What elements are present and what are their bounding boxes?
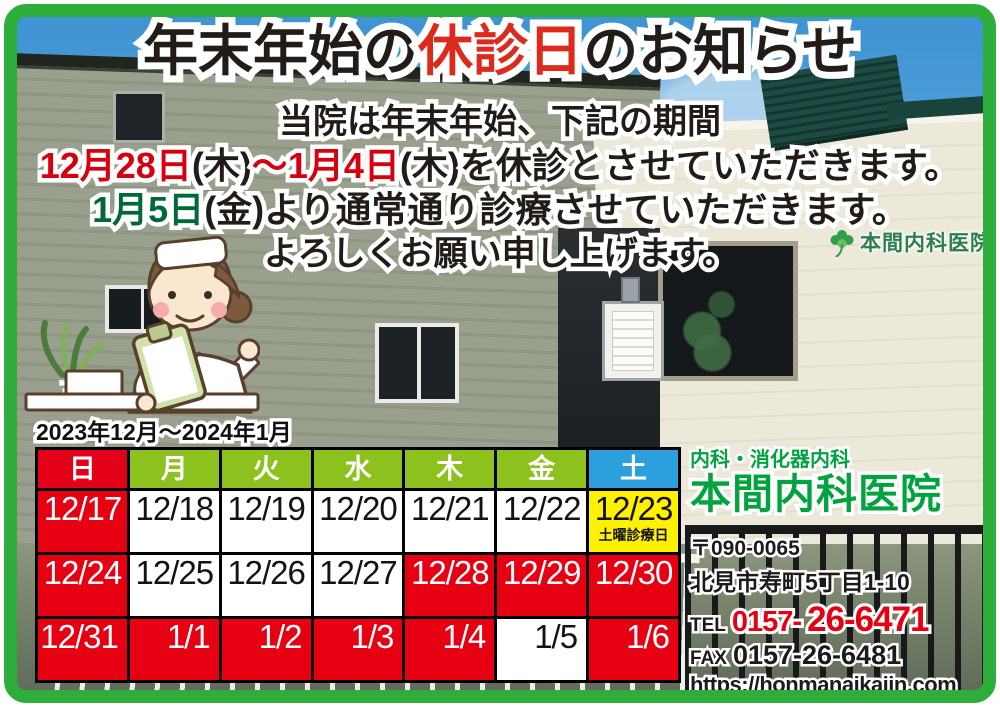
calendar-cell: 12/25 (126, 552, 222, 619)
weekday-header-weekday: 金 (494, 447, 590, 491)
calendar-date: 12/29 (502, 554, 582, 591)
notice-line1: 当院は年末年始、下記の期間 (0, 100, 1000, 144)
calendar-cell: 12/18 (126, 488, 222, 555)
building-sign-text: 本間内科医院 (860, 232, 992, 255)
clinic-fax-row: FAX 0157-26-6481 (690, 640, 990, 671)
title-part1: 年末年始の (143, 20, 418, 84)
weekday-header-saturday: 土 (586, 447, 681, 491)
calendar-cell: 1/6 (586, 616, 681, 683)
calendar-date: 1/4 (442, 618, 486, 655)
calendar-cell: 12/24 (35, 552, 130, 619)
calendar-weekday-row: 日月火水木金土 (35, 447, 681, 491)
calendar-cell: 1/5 (494, 616, 590, 683)
calendar-cell: 1/2 (218, 616, 314, 683)
tel-label: TEL (690, 615, 726, 637)
calendar-date: 12/20 (319, 490, 398, 527)
building-window (113, 91, 165, 143)
calendar-note: 土曜診療日 (598, 526, 669, 543)
calendar-date: 12/21 (411, 490, 490, 527)
tel-number: 26-6471 (807, 600, 929, 640)
calendar-cell: 12/21 (402, 488, 498, 555)
calendar-date: 1/5 (534, 618, 578, 655)
calendar-cell: 12/31 (35, 616, 130, 683)
nurse-illustration (24, 235, 260, 414)
weekday-header-weekday: 月 (126, 447, 222, 491)
calendar-date: 12/18 (135, 490, 214, 527)
calendar-cell: 12/26 (218, 552, 314, 619)
calendar-date: 1/6 (626, 618, 670, 655)
calendar-cell: 12/27 (310, 552, 406, 619)
weekday-header-weekday: 木 (402, 447, 498, 491)
calendar-date: 12/17 (43, 490, 123, 527)
notice-line2: 12月28日(木)～1月4日(木)を休診とさせていただきます。 (0, 144, 1000, 188)
weekday-header-weekday: 水 (310, 447, 406, 491)
calendar-cell: 12/23 土曜診療日 (586, 488, 681, 555)
title-part2: のお知らせ (583, 20, 857, 84)
calendar-body: 12/17 12/18 12/19 12/20 12/21 12/22 12/23 土曜診療日… (35, 488, 681, 683)
calendar-date: 1/3 (350, 618, 395, 655)
fax-label: FAX (690, 648, 727, 670)
calendar-date: 12/30 (594, 554, 674, 591)
holiday-calendar: 日月火水木金土 12/17 12/18 12/19 12/20 12/21 12/22 12… (35, 447, 681, 683)
calendar-cell: 12/28 (402, 552, 498, 619)
calendar-week-row: 12/17 12/18 12/19 12/20 12/21 12/22 12/23 土曜診療日 (35, 488, 681, 555)
notice-line4: よろしくお願い申し上げます。 (0, 232, 1000, 276)
calendar-date: 12/24 (43, 554, 123, 591)
calendar-cell: 1/3 (310, 616, 406, 683)
clinic-postal-code: 〒090-0065 (690, 532, 990, 562)
building-sign: 本間内科医院 (830, 227, 992, 257)
calendar-date: 12/28 (411, 554, 490, 591)
title-highlight: 休診日 (418, 20, 583, 84)
clinic-name: 本間内科医院 (690, 471, 942, 518)
calendar-date: 12/27 (319, 554, 398, 591)
calendar-cell: 12/30 (586, 552, 681, 619)
calendar-date: 1/2 (258, 618, 303, 655)
calendar-cell: 1/1 (126, 616, 222, 683)
calendar-date: 12/31 (40, 618, 119, 655)
calendar-cell: 12/20 (310, 488, 406, 555)
calendar-cell: 12/17 (35, 488, 130, 555)
building-window (375, 323, 459, 403)
calendar-date: 12/26 (227, 554, 306, 591)
calendar-date: 12/23 (594, 490, 674, 527)
page-title: 年末年始の休診日のお知らせ (0, 20, 1000, 84)
notice-board (602, 301, 664, 381)
wall-lamp (621, 277, 640, 303)
calendar-cell: 12/19 (218, 488, 314, 555)
notice-line3: 1月5日(金)より通常通り診療させていただきます。 (0, 188, 1000, 232)
clipboard (131, 320, 207, 413)
clinic-address: 北見市寿町5丁目1-10 (690, 563, 990, 597)
nurse-hand (135, 392, 157, 414)
clinic-department: 内科・消化器内科 (690, 443, 850, 472)
calendar-period-label: 2023年12月～2024年1月 (36, 413, 292, 447)
clinic-tel-row: TEL 0157- 26-6471 (690, 600, 990, 640)
clinic-website: https://honmanaikaiin.com (690, 672, 990, 698)
calendar-cell: 1/4 (402, 616, 498, 683)
clover-logo-icon (830, 230, 854, 257)
calendar-cell: 12/29 (494, 552, 590, 619)
fax-number: 0157-26-6481 (733, 640, 901, 671)
notice-message: 当院は年末年始、下記の期間 12月28日(木)～1月4日(木)を休診とさせていた… (0, 100, 1000, 276)
weekday-header-weekday: 火 (218, 447, 314, 491)
weekday-header-sunday: 日 (35, 447, 130, 491)
tel-area-code: 0157- (732, 606, 802, 639)
calendar-date: 1/1 (166, 618, 211, 655)
calendar-week-row: 12/31 1/1 1/2 1/3 1/4 1/5 1/6 (35, 616, 681, 683)
clinic-info: 内科・消化器内科 本間内科医院 〒090-0065 北見市寿町5丁目1-10 T… (690, 443, 990, 698)
calendar-cell: 12/22 (494, 488, 590, 555)
calendar-date: 12/25 (135, 554, 214, 591)
calendar-date: 12/22 (502, 490, 582, 527)
calendar-date: 12/19 (227, 490, 306, 527)
calendar-week-row: 12/24 12/25 12/26 12/27 12/28 12/29 12/30 (35, 552, 681, 619)
